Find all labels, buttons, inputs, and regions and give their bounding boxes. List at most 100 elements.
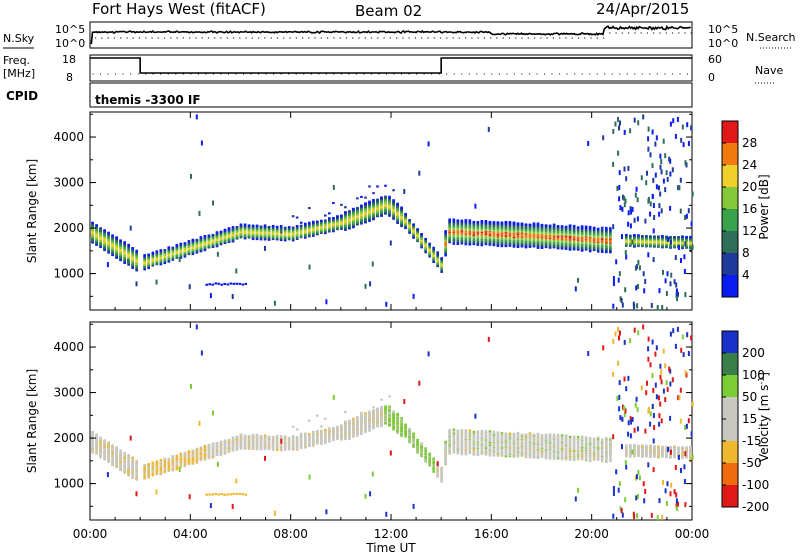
- power-echo-cell: [536, 223, 540, 226]
- power-echo-cell: [235, 282, 239, 285]
- power-echo-cell: [215, 232, 219, 235]
- power-echo-cell: [119, 239, 122, 242]
- power-noise-cell: [677, 291, 679, 297]
- power-noise-cell: [687, 208, 690, 214]
- power-echo-cell: [392, 200, 395, 203]
- power-echo-cell: [372, 192, 375, 195]
- vel-echo-cell: [155, 460, 159, 463]
- power-echo-cell: [179, 256, 183, 259]
- power-echo-cell: [404, 214, 407, 217]
- power-noise-cell: [683, 269, 686, 274]
- power-echo-cell: [669, 236, 672, 239]
- power-noise-cell: [656, 305, 659, 311]
- power-noise-cell: [671, 167, 674, 173]
- power-noise-cell: [647, 126, 650, 132]
- power-echo-cell: [580, 225, 584, 228]
- power-noise-cell: [602, 135, 605, 141]
- vel-echo-cell: [111, 444, 114, 447]
- power-echo-cell: [556, 225, 560, 228]
- power-echo-cell: [324, 219, 327, 222]
- power-echo-cell: [532, 222, 536, 225]
- power-echo-cell: [99, 227, 102, 230]
- power-noise-cell: [129, 225, 132, 231]
- power-noise-cell: [619, 205, 622, 211]
- vel-echo-cell: [91, 430, 94, 433]
- power-echo-cell: [155, 251, 159, 254]
- power-noise-cell: [436, 251, 439, 257]
- power-echo-cell: [107, 231, 110, 234]
- power-echo-cell: [360, 195, 363, 198]
- power-echo-cell: [208, 283, 211, 286]
- power-echo-cell: [396, 221, 399, 224]
- power-echo-cell: [232, 282, 236, 285]
- power-echo-cell: [576, 226, 580, 229]
- power-echo-cell: [215, 231, 219, 234]
- power-echo-cell: [396, 202, 399, 205]
- power-echo-cell: [452, 218, 456, 221]
- power-echo-cell: [364, 196, 367, 199]
- power-noise-cell: [636, 303, 639, 309]
- power-echo-cell: [645, 235, 648, 238]
- vel-echo-cell: [195, 447, 199, 450]
- power-noise-cell: [687, 141, 690, 146]
- power-echo-cell: [600, 228, 604, 231]
- power-noise-cell: [618, 271, 621, 277]
- power-echo-cell: [241, 283, 245, 286]
- power-noise-cell: [308, 264, 311, 270]
- power-noise-cell: [653, 215, 656, 220]
- power-echo-cell: [111, 234, 114, 237]
- power-echo-cell: [609, 229, 612, 232]
- power-noise-cell: [389, 240, 392, 246]
- power-echo-cell: [681, 235, 684, 238]
- power-noise-cell: [664, 278, 667, 284]
- power-echo-cell: [544, 224, 548, 227]
- vel-echo-cell: [211, 442, 215, 445]
- power-echo-cell: [167, 246, 171, 249]
- vel-echo-cell: [159, 458, 163, 461]
- power-echo-cell: [392, 199, 395, 202]
- power-echo-cell: [609, 227, 612, 230]
- power-echo-cell: [468, 220, 472, 223]
- power-noise-cell: [624, 287, 627, 293]
- power-noise-cell: [684, 160, 687, 166]
- power-echo-cell: [195, 238, 199, 241]
- power-echo-cell: [368, 219, 371, 222]
- power-echo-cell: [244, 282, 248, 285]
- power-noise-cell: [621, 234, 623, 240]
- vel-echo-cell: [175, 454, 179, 457]
- power-echo-cell: [103, 229, 106, 232]
- power-noise-cell: [679, 208, 682, 214]
- power-noise-cell: [620, 298, 623, 304]
- power-echo-cell: [508, 222, 512, 225]
- power-echo-cell: [516, 222, 520, 225]
- power-echo-cell: [653, 235, 656, 238]
- power-echo-cell: [492, 221, 496, 224]
- power-noise-cell: [664, 153, 667, 159]
- power-echo-cell: [605, 251, 608, 254]
- power-noise-cell: [636, 197, 639, 203]
- power-noise-cell: [644, 218, 647, 224]
- power-echo-cell: [299, 224, 303, 227]
- power-noise-cell: [325, 299, 328, 305]
- power-echo-cell: [428, 242, 431, 245]
- nsearch-tick-bottom: 10^0: [708, 37, 738, 50]
- power-echo-cell: [91, 221, 94, 224]
- power-echo-cell: [552, 223, 556, 226]
- power-echo-cell: [456, 219, 460, 222]
- power-echo-cell: [440, 257, 443, 260]
- power-noise-cell: [264, 245, 266, 251]
- power-echo-cell: [508, 221, 512, 224]
- freq-panel: [89, 54, 693, 82]
- power-echo-cell: [199, 237, 203, 240]
- power-noise-cell: [135, 281, 138, 287]
- power-noise-cell: [677, 244, 680, 250]
- power-noise-cell: [625, 176, 628, 182]
- power-echo-cell: [641, 235, 644, 238]
- power-echo-cell: [512, 221, 516, 224]
- power-noise-cell: [612, 224, 615, 230]
- nsky-tick-bottom: 10^0: [55, 37, 85, 50]
- power-noise-cell: [668, 156, 671, 162]
- power-noise-cell: [623, 129, 626, 135]
- power-echo-cell: [171, 246, 175, 249]
- power-echo-cell: [532, 223, 536, 226]
